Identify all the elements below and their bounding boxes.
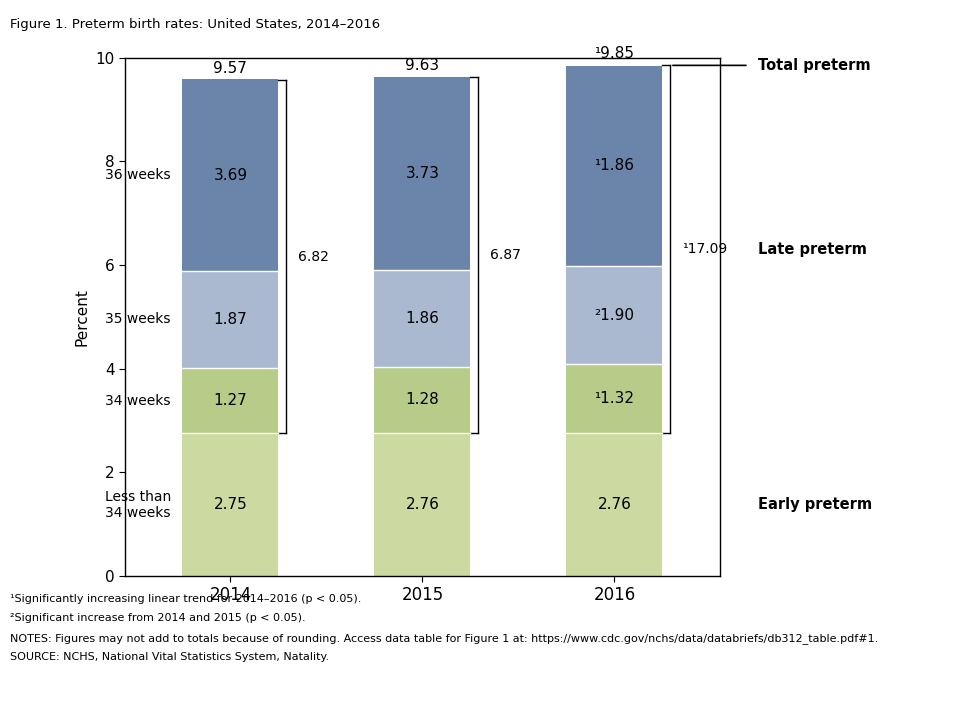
- Text: 34 weeks: 34 weeks: [106, 394, 171, 408]
- Text: ¹1.32: ¹1.32: [594, 391, 635, 406]
- Bar: [182, 368, 278, 433]
- Bar: [566, 66, 662, 266]
- Bar: [566, 433, 662, 576]
- Text: 2.75: 2.75: [213, 498, 248, 512]
- Text: 2.76: 2.76: [597, 497, 632, 512]
- Bar: [374, 270, 470, 366]
- Text: NOTES: Figures may not add to totals because of rounding. Access data table for : NOTES: Figures may not add to totals bec…: [10, 633, 877, 644]
- Bar: [374, 77, 470, 270]
- Bar: [566, 364, 662, 433]
- Text: Early preterm: Early preterm: [758, 497, 873, 512]
- Bar: [182, 271, 278, 368]
- Bar: [374, 433, 470, 576]
- Text: 9.63: 9.63: [405, 58, 440, 73]
- Text: 9.57: 9.57: [213, 60, 248, 76]
- Text: ¹1.86: ¹1.86: [594, 158, 635, 174]
- Bar: [182, 433, 278, 576]
- Text: Total preterm: Total preterm: [758, 58, 871, 73]
- Y-axis label: Percent: Percent: [75, 288, 89, 346]
- Text: Figure 1. Preterm birth rates: United States, 2014–2016: Figure 1. Preterm birth rates: United St…: [10, 18, 380, 31]
- Bar: [374, 366, 470, 433]
- Text: 3.69: 3.69: [213, 168, 248, 182]
- Text: 6.87: 6.87: [490, 248, 520, 262]
- Text: 1.28: 1.28: [405, 392, 440, 408]
- Text: 3.73: 3.73: [405, 166, 440, 181]
- Text: Less than
34 weeks: Less than 34 weeks: [105, 490, 171, 520]
- Text: 6.82: 6.82: [298, 250, 328, 264]
- Text: 2.76: 2.76: [405, 497, 440, 512]
- Text: ²1.90: ²1.90: [594, 307, 635, 323]
- Text: 1.27: 1.27: [213, 393, 248, 408]
- Text: 35 weeks: 35 weeks: [106, 312, 171, 326]
- Text: ²Significant increase from 2014 and 2015 (p < 0.05).: ²Significant increase from 2014 and 2015…: [10, 613, 305, 624]
- Text: ¹Significantly increasing linear trend for 2014–2016 (p < 0.05).: ¹Significantly increasing linear trend f…: [10, 594, 361, 604]
- Bar: [566, 266, 662, 364]
- Bar: [182, 79, 278, 271]
- Text: ¹17.09: ¹17.09: [682, 242, 727, 256]
- Text: SOURCE: NCHS, National Vital Statistics System, Natality.: SOURCE: NCHS, National Vital Statistics …: [10, 652, 328, 662]
- Text: 1.86: 1.86: [405, 311, 440, 326]
- Text: ¹9.85: ¹9.85: [594, 46, 635, 61]
- Text: Late preterm: Late preterm: [758, 242, 867, 256]
- Text: 36 weeks: 36 weeks: [106, 168, 171, 182]
- Text: 1.87: 1.87: [213, 312, 248, 327]
